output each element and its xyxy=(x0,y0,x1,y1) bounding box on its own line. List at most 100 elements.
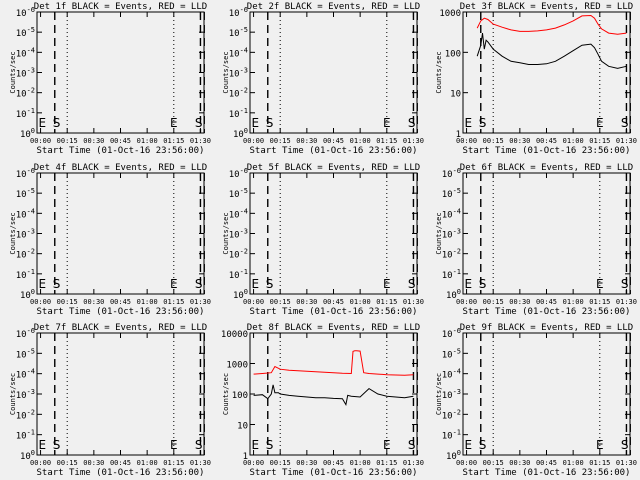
x-tick-label: 00:15 xyxy=(270,137,291,145)
marker-e: E xyxy=(252,438,260,452)
x-tick-label: 00:15 xyxy=(270,459,291,467)
marker-s: S xyxy=(195,438,203,452)
marker-e: E xyxy=(383,116,391,130)
plot-frame xyxy=(462,172,631,295)
panel-title: Det 8f BLACK = Events, RED = LLD xyxy=(247,323,420,333)
panel-7: Det 7f BLACK = Events, RED = LLD10010-11… xyxy=(9,323,211,478)
marker-s: S xyxy=(53,277,61,291)
x-tick-label: 01:00 xyxy=(137,459,158,467)
y-tick-label: 10-2 xyxy=(229,87,248,100)
y-tick-label: 10-4 xyxy=(16,46,35,59)
y-axis-label: Counts/sec xyxy=(435,212,443,254)
y-tick-label: 10-6 xyxy=(229,167,248,180)
y-tick-label: 10-3 xyxy=(442,388,461,401)
marker-s: S xyxy=(408,277,416,291)
marker-e: E xyxy=(39,277,47,291)
plot-frame xyxy=(249,172,418,295)
marker-s: S xyxy=(195,116,203,130)
x-axis-label: Start Time (01-Oct-16 23:56:00) xyxy=(37,307,205,317)
x-tick-label: 01:30 xyxy=(403,298,424,306)
y-tick-label: 10-3 xyxy=(442,228,461,241)
marker-e: E xyxy=(39,116,47,130)
y-tick-label: 10-4 xyxy=(16,207,35,220)
y-tick-label: 10-2 xyxy=(442,248,461,261)
y-axis-label: Counts/sec xyxy=(9,51,17,93)
x-axis-label: Start Time (01-Oct-16 23:56:00) xyxy=(250,307,418,317)
x-tick-label: 00:00 xyxy=(243,137,264,145)
plot-frame xyxy=(462,332,631,456)
x-tick-label: 00:00 xyxy=(243,459,264,467)
x-tick-label: 01:30 xyxy=(616,298,637,306)
y-tick-label: 10-5 xyxy=(16,187,35,200)
panel-title: Det 6f BLACK = Events, RED = LLD xyxy=(460,163,633,173)
x-tick-label: 00:00 xyxy=(30,137,51,145)
y-tick-label: 10-5 xyxy=(229,26,248,39)
plot-frame xyxy=(249,11,418,134)
marker-e: E xyxy=(465,277,473,291)
x-tick-label: 00:00 xyxy=(243,298,264,306)
y-tick-label: 10-3 xyxy=(16,388,35,401)
panel-9: Det 9f BLACK = Events, RED = LLD10010-11… xyxy=(435,323,637,478)
x-tick-label: 00:00 xyxy=(30,459,51,467)
x-tick-label: 01:30 xyxy=(190,298,211,306)
panel-6: Det 6f BLACK = Events, RED = LLD10010-11… xyxy=(435,163,637,317)
x-tick-label: 01:15 xyxy=(589,137,610,145)
y-tick-label: 1 xyxy=(243,452,248,462)
marker-s: S xyxy=(479,116,487,130)
marker-e: E xyxy=(252,277,260,291)
x-tick-label: 01:15 xyxy=(589,459,610,467)
x-tick-label: 01:00 xyxy=(137,298,158,306)
x-tick-label: 00:00 xyxy=(30,298,51,306)
panel-title: Det 9f BLACK = Events, RED = LLD xyxy=(460,323,633,333)
marker-e: E xyxy=(596,438,604,452)
y-tick-label: 100 xyxy=(445,49,461,59)
panel-title: Det 3f BLACK = Events, RED = LLD xyxy=(460,2,633,12)
y-tick-label: 10-6 xyxy=(229,6,248,19)
y-axis-label: Counts/sec xyxy=(9,373,17,415)
y-tick-label: 10-2 xyxy=(16,87,35,100)
x-axis-label: Start Time (01-Oct-16 23:56:00) xyxy=(463,468,631,478)
y-tick-label: 10-3 xyxy=(16,228,35,241)
y-axis-label: Counts/sec xyxy=(222,212,230,254)
marker-e: E xyxy=(170,438,178,452)
x-tick-label: 01:30 xyxy=(616,137,637,145)
series-line xyxy=(476,14,627,35)
marker-e: E xyxy=(596,277,604,291)
marker-e: E xyxy=(39,438,47,452)
x-tick-label: 00:15 xyxy=(57,298,78,306)
panel-title: Det 2f BLACK = Events, RED = LLD xyxy=(247,2,420,12)
y-tick-label: 10-6 xyxy=(16,327,35,340)
series-line xyxy=(253,384,414,406)
x-tick-label: 01:15 xyxy=(376,298,397,306)
panel-title: Det 1f BLACK = Events, RED = LLD xyxy=(34,2,207,12)
y-tick-label: 10-5 xyxy=(16,26,35,39)
y-tick-label: 10-6 xyxy=(16,6,35,19)
y-tick-label: 10-1 xyxy=(442,268,461,281)
x-tick-label: 01:15 xyxy=(376,137,397,145)
marker-e: E xyxy=(252,116,260,130)
y-tick-label: 10-1 xyxy=(229,268,248,281)
x-tick-label: 00:00 xyxy=(456,298,477,306)
x-tick-label: 00:45 xyxy=(323,298,344,306)
marker-s: S xyxy=(408,438,416,452)
y-axis-label: Counts/sec xyxy=(435,373,443,415)
panel-8: Det 8f BLACK = Events, RED = LLD 1 10 100 10… xyxy=(221,323,424,478)
x-tick-label: 01:00 xyxy=(563,459,584,467)
x-tick-label: 01:30 xyxy=(190,137,211,145)
x-axis-label: Start Time (01-Oct-16 23:56:00) xyxy=(37,468,205,478)
y-tick-label: 10-4 xyxy=(229,207,248,220)
y-tick-label: 10-3 xyxy=(229,228,248,241)
marker-s: S xyxy=(266,116,274,130)
x-tick-label: 00:45 xyxy=(110,137,131,145)
x-axis-label: Start Time (01-Oct-16 23:56:00) xyxy=(463,146,631,156)
marker-s: S xyxy=(479,277,487,291)
x-tick-label: 01:30 xyxy=(190,459,211,467)
y-tick-label: 10-5 xyxy=(229,187,248,200)
series-line xyxy=(253,350,414,376)
y-tick-label: 10-1 xyxy=(16,429,35,442)
y-tick-label: 10-1 xyxy=(442,429,461,442)
marker-e: E xyxy=(465,438,473,452)
marker-s: S xyxy=(195,277,203,291)
x-tick-label: 01:15 xyxy=(589,298,610,306)
